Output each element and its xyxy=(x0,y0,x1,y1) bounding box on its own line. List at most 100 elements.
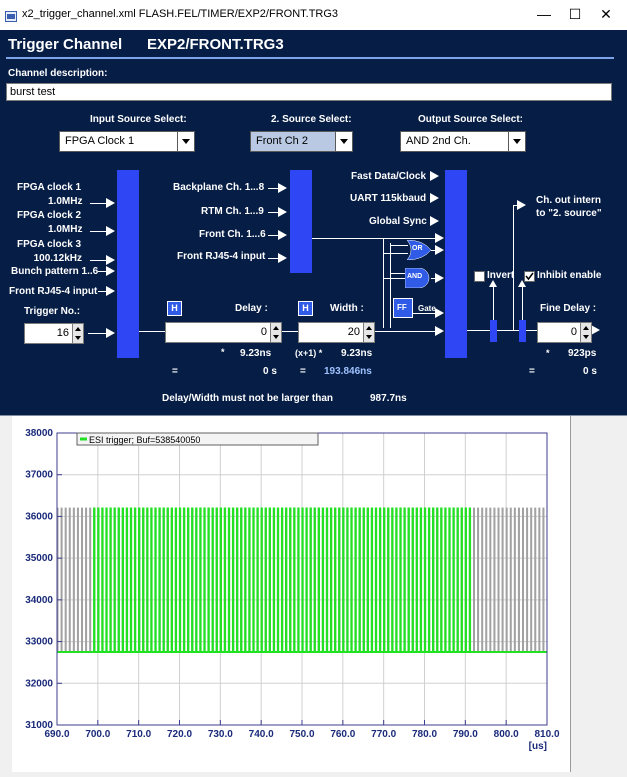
legend-entry: ESI trigger; Buf=538540050 xyxy=(89,435,200,445)
input-label: Bunch pattern 1..6 xyxy=(11,266,99,277)
width-label: Width : xyxy=(330,303,364,314)
second-mux-bar xyxy=(290,170,312,273)
and-gate: AND xyxy=(404,267,431,289)
width-h-button[interactable]: H xyxy=(298,301,313,316)
fine-delay-step: 923ps xyxy=(568,348,597,359)
arrow-right-icon xyxy=(430,171,439,181)
spinner-buttons[interactable] xyxy=(580,322,592,343)
x-tick-label: 780.0 xyxy=(412,729,437,740)
series-green-line xyxy=(93,507,472,652)
delay-spinner[interactable]: 0 xyxy=(165,322,282,343)
second-input-label: Front Ch. 1...6 xyxy=(199,229,266,240)
warning-text: Delay/Width must not be larger than xyxy=(162,393,334,404)
fine-delay-label: Fine Delay : xyxy=(540,303,597,314)
arrow-right-icon xyxy=(435,233,444,243)
x-tick-label: 700.0 xyxy=(85,729,110,740)
width-eq: = xyxy=(300,366,306,377)
y-tick-label: 33000 xyxy=(25,637,53,648)
input-source-select[interactable]: FPGA Clock 1 xyxy=(59,131,195,152)
x-tick-label: 730.0 xyxy=(208,729,233,740)
invert-checkbox[interactable] xyxy=(474,271,485,282)
ch-out-intern-label: to "2. source" xyxy=(536,208,602,219)
chevron-down-icon[interactable] xyxy=(177,132,194,151)
second-source-select[interactable]: Front Ch 2 xyxy=(250,131,353,152)
arrow-right-icon xyxy=(106,198,115,208)
arrow-right-icon xyxy=(435,308,444,318)
ch-out-intern-label: Ch. out intern xyxy=(536,195,601,206)
width-result: 193.846ns xyxy=(324,366,372,377)
y-tick-label: 36000 xyxy=(25,511,53,522)
input-sub-label: 1.0MHz xyxy=(48,196,83,207)
arrow-right-icon xyxy=(106,266,115,276)
width-field[interactable]: 20 xyxy=(298,322,364,343)
arrow-right-icon xyxy=(278,183,287,193)
invert-label: Invert xyxy=(487,270,515,281)
y-tick-label: 35000 xyxy=(25,553,53,564)
x-tick-label: 750.0 xyxy=(289,729,314,740)
maximize-button[interactable]: ☐ xyxy=(568,6,582,22)
x-tick-label: 720.0 xyxy=(167,729,192,740)
trigger-no-spinner[interactable]: 16 xyxy=(24,323,84,344)
x-axis-unit: [us] xyxy=(529,741,547,752)
arrow-right-icon xyxy=(435,326,444,336)
delay-h-button[interactable]: H xyxy=(167,301,182,316)
spinner-buttons[interactable] xyxy=(72,323,84,344)
arrow-right-icon xyxy=(278,207,287,217)
x-tick-label: 710.0 xyxy=(126,729,151,740)
second-input-label: Backplane Ch. 1...8 xyxy=(173,182,265,193)
legend-box xyxy=(76,432,319,446)
input-label: FPGA clock 3 xyxy=(17,239,82,250)
delay-result: 0 s xyxy=(263,366,277,377)
y-tick-label: 31000 xyxy=(25,720,53,731)
plot-window: 31000 32000 33000 34000 35000 36000 37000 38000… xyxy=(0,416,571,772)
input-sub-label: 100.12kHz xyxy=(33,253,82,264)
fine-delay-field[interactable]: 0 xyxy=(537,322,581,343)
input-source-value: FPGA Clock 1 xyxy=(65,135,135,147)
input-sub-label: 1.0MHz xyxy=(48,224,83,235)
spinner-buttons[interactable] xyxy=(270,322,282,343)
fine-delay-result: 0 s xyxy=(583,366,597,377)
x-tick-label: 690.0 xyxy=(44,729,69,740)
channel-description-label: Channel description: xyxy=(8,68,108,79)
background-pane xyxy=(571,416,627,772)
second-input-label: Front RJ45-4 input xyxy=(177,251,266,262)
arrow-right-icon xyxy=(106,255,115,265)
gate-label: Gate xyxy=(418,304,436,313)
output-source-select[interactable]: AND 2nd Ch. xyxy=(400,131,526,152)
arrow-right-icon xyxy=(278,230,287,240)
output-source-label: Output Source Select: xyxy=(418,114,524,125)
y-tick-label: 37000 xyxy=(25,470,53,481)
second-source-label: 2. Source Select: xyxy=(271,114,352,125)
chevron-down-icon[interactable] xyxy=(335,132,352,151)
header-divider xyxy=(6,57,614,59)
inhibit-enable-checkbox[interactable] xyxy=(524,271,535,282)
channel-description-field[interactable]: burst test xyxy=(6,83,612,101)
arrow-right-icon xyxy=(278,253,287,263)
trigger-chart[interactable]: 31000 32000 33000 34000 35000 36000 37000 38000… xyxy=(0,416,570,772)
invert-block xyxy=(490,320,497,342)
fine-delay-eq: = xyxy=(529,366,535,377)
arrow-right-icon xyxy=(106,328,115,338)
input-label: FPGA clock 2 xyxy=(17,210,82,221)
arrow-right-icon xyxy=(517,200,526,210)
x-tick-label: 760.0 xyxy=(330,729,355,740)
out-input-label: Global Sync xyxy=(369,216,427,227)
trigger-channel-dialog: Trigger Channel EXP2/FRONT.TRG3 Channel … xyxy=(0,30,627,416)
width-spinner[interactable]: 20 xyxy=(298,322,375,343)
input-label: Front RJ45-4 input xyxy=(9,286,98,297)
delay-field[interactable]: 0 xyxy=(165,322,271,343)
dialog-title: Trigger Channel xyxy=(8,36,123,53)
y-tick-label: 38000 xyxy=(25,428,53,439)
chevron-down-icon[interactable] xyxy=(508,132,525,151)
fine-delay-spinner[interactable]: 0 xyxy=(537,322,592,343)
channel-description-value: burst test xyxy=(10,86,56,98)
left-gutter xyxy=(0,416,12,772)
spinner-buttons[interactable] xyxy=(363,322,375,343)
trigger-no-label: Trigger No.: xyxy=(24,306,81,317)
close-button[interactable]: ✕ xyxy=(600,6,612,22)
minimize-button[interactable]: — xyxy=(537,6,551,22)
trigger-no-field[interactable]: 16 xyxy=(24,323,73,344)
delay-step: 9.23ns xyxy=(240,348,272,359)
arrow-right-icon xyxy=(106,286,115,296)
warning-value: 987.7ns xyxy=(370,393,407,404)
